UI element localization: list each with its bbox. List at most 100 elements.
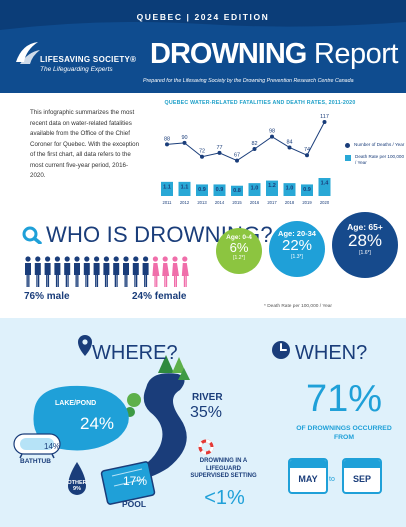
male-person-icon xyxy=(83,256,90,287)
calendar-may-icon: MAY xyxy=(288,458,328,494)
lake-shape xyxy=(33,385,129,451)
male-person-icon xyxy=(25,256,31,287)
female-person-icon xyxy=(162,256,170,287)
deaths-point xyxy=(182,140,187,145)
male-percentage: 76% male xyxy=(24,291,70,302)
deaths-data-label: 90 xyxy=(181,135,187,141)
age-rate: [1.3*] xyxy=(291,254,303,260)
other-value: 9% xyxy=(73,486,81,492)
map-pin-icon xyxy=(78,335,92,356)
bathtub-label: BATHTUB xyxy=(20,458,51,465)
when-percentage: 71% xyxy=(305,378,383,420)
male-person-icon xyxy=(74,256,80,287)
rate-bar xyxy=(213,184,226,196)
pool-value: 17% xyxy=(123,474,148,488)
legend-label-rate: Death Rate per 100,000 / Year xyxy=(355,154,405,165)
rate-data-label: 1.2 xyxy=(268,183,276,189)
bathtub-icon xyxy=(13,433,61,459)
deaths-data-label: 84 xyxy=(286,139,292,145)
female-person-icon xyxy=(172,256,179,287)
legend-square-icon xyxy=(345,155,351,161)
deaths-point xyxy=(252,147,257,152)
deaths-point xyxy=(217,150,222,155)
report-header: QUEBEC | 2024 EDITION LIFESAVING SOCIETY… xyxy=(0,0,406,93)
male-person-icon xyxy=(122,256,129,287)
rate-bar xyxy=(161,181,173,196)
deaths-point xyxy=(235,158,239,163)
age-rate: [1.2*] xyxy=(233,255,245,261)
deaths-point xyxy=(287,145,292,150)
deaths-line xyxy=(166,121,325,162)
deaths-data-label: 77 xyxy=(216,145,222,151)
x-tick-label: 2017 xyxy=(267,200,277,205)
clock-icon xyxy=(272,341,290,359)
x-tick-label: 2019 xyxy=(302,200,312,205)
male-person-icon xyxy=(142,256,149,287)
lifeguard-value: <1% xyxy=(204,487,245,509)
report-title-rest: Report xyxy=(306,38,399,70)
female-person-icon xyxy=(152,256,160,287)
pool-icon xyxy=(100,461,156,505)
lifebuoy-icon xyxy=(198,439,214,455)
legend-item-rate: Death Rate per 100,000 / Year xyxy=(345,154,405,166)
where-title: WHERE? xyxy=(92,342,178,364)
male-person-icon xyxy=(113,256,120,287)
male-person-icon xyxy=(64,256,71,287)
lake-label: LAKE/POND xyxy=(55,400,97,407)
edition-label: QUEBEC | 2024 EDITION xyxy=(136,12,270,22)
x-tick-label: 2011 xyxy=(162,200,172,205)
deaths-point xyxy=(200,154,204,159)
legend-label-deaths: Number of Deaths / Year xyxy=(354,142,405,147)
x-tick-label: 2018 xyxy=(285,200,295,205)
age-value: 28% xyxy=(347,231,383,250)
death-rate-note: * Death Rate per 100,000 / Year xyxy=(264,304,333,309)
male-person-icon xyxy=(54,256,61,287)
deaths-data-label: 98 xyxy=(269,129,275,135)
deaths-data-label: 72 xyxy=(199,149,205,155)
river-value: 35% xyxy=(190,404,223,421)
x-tick-label: 2013 xyxy=(197,200,207,205)
bathtub-value: 14% xyxy=(44,442,61,451)
org-name: LIFESAVING SOCIETY® xyxy=(40,55,137,64)
age-group-20-34: Age: 20-34 22% [1.3*] xyxy=(269,221,325,277)
deaths-point xyxy=(305,153,309,158)
month-from: MAY xyxy=(298,474,318,484)
where-illustration xyxy=(13,335,290,505)
x-tick-label: 2015 xyxy=(232,200,242,205)
age-rate: [1.6*] xyxy=(359,250,371,256)
deaths-point xyxy=(322,120,327,124)
rate-bar xyxy=(178,181,191,196)
deaths-data-label: 82 xyxy=(251,141,257,147)
female-person-icon xyxy=(181,256,189,287)
x-tick-label: 2014 xyxy=(215,200,225,205)
rate-bar xyxy=(283,183,296,196)
lake-value: 24% xyxy=(80,414,115,433)
header-wave-decoration xyxy=(0,0,406,30)
deaths-data-label: 117 xyxy=(320,114,329,120)
chart-legend: Number of Deaths / Year Death Rate per 1… xyxy=(345,142,405,172)
other-label-text: OTHER xyxy=(67,480,87,486)
male-person-icon xyxy=(34,256,41,287)
male-person-icon xyxy=(44,256,51,287)
lifeguard-label: DROWNING IN A LIFEGUARD SUPERVISED SETTI… xyxy=(190,458,257,479)
lifesaving-logo-icon xyxy=(16,42,40,64)
legend-item-deaths: Number of Deaths / Year xyxy=(345,142,405,148)
x-tick-label: 2012 xyxy=(180,200,190,205)
org-tagline: The Lifeguarding Experts xyxy=(40,66,113,73)
report-title-bold: DROWNING xyxy=(150,38,307,70)
rate-data-label: 1.0 xyxy=(286,186,294,192)
rate-bar xyxy=(318,178,331,196)
age-group-0-4: Age: 0-4 6% [1.2*] xyxy=(216,228,262,274)
to-label: to xyxy=(329,476,335,483)
rate-bar xyxy=(248,183,261,196)
rate-data-label: 0.9 xyxy=(303,187,311,193)
male-person-icon xyxy=(93,256,100,287)
calendar-sep-icon: SEP xyxy=(342,458,382,494)
river-label: RIVER xyxy=(192,392,223,403)
rate-bar xyxy=(301,184,313,196)
rate-data-label: 0.8 xyxy=(233,188,241,194)
report-subtitle: Prepared for the Lifesaving Society by t… xyxy=(143,78,354,84)
age-group-65-plus: Age: 65+ 28% [1.6*] xyxy=(332,212,398,278)
rate-data-label: 1.1 xyxy=(163,184,171,190)
month-to: SEP xyxy=(352,474,371,484)
